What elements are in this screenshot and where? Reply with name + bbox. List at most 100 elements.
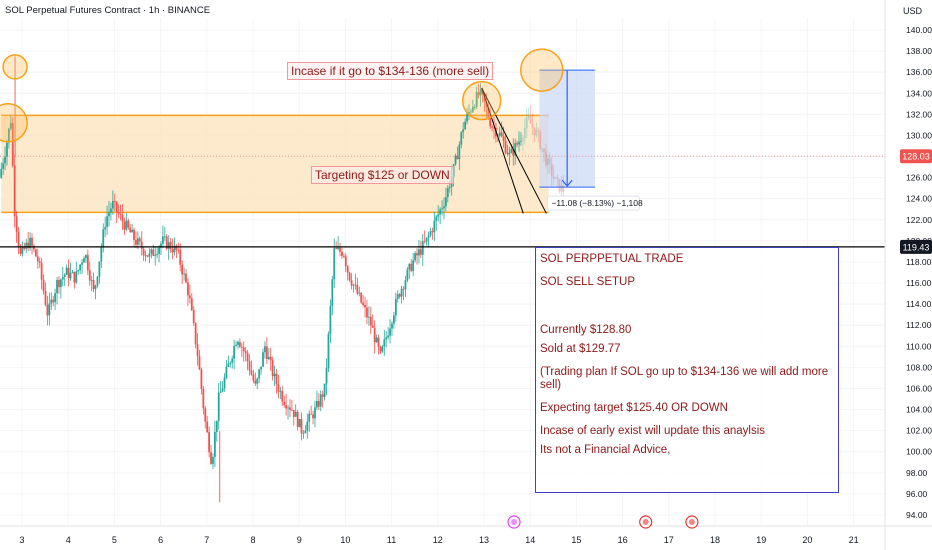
candle-body xyxy=(19,247,22,254)
candle-body xyxy=(350,280,353,286)
candle xyxy=(342,253,345,259)
candle-body xyxy=(283,401,286,406)
candle xyxy=(183,267,185,281)
candle-body xyxy=(59,279,62,288)
candle-body xyxy=(175,245,178,250)
candle-body xyxy=(302,433,305,434)
candle-body xyxy=(85,255,87,259)
candle xyxy=(56,276,58,305)
candle-body xyxy=(206,421,209,433)
support-price-tag-box[interactable] xyxy=(900,239,932,254)
price-tick-label: 102.00 xyxy=(906,426,932,436)
candle-body xyxy=(344,256,347,267)
candle-body xyxy=(516,143,519,145)
candle xyxy=(550,156,553,188)
candle xyxy=(521,135,524,151)
time-tick-label: 19 xyxy=(756,535,766,545)
candle-body xyxy=(113,200,116,202)
candle xyxy=(65,264,68,275)
candle-body xyxy=(196,344,199,357)
candle xyxy=(366,299,368,325)
support-price-tag[interactable]: 119.43 xyxy=(903,242,930,252)
candle xyxy=(416,248,418,265)
candle-body xyxy=(394,299,397,316)
candle xyxy=(31,233,33,255)
candle-body xyxy=(252,374,255,381)
candle xyxy=(444,187,447,212)
currency-label[interactable]: USD xyxy=(903,6,923,16)
candle xyxy=(520,132,522,146)
candle-body xyxy=(225,366,228,378)
candle xyxy=(500,121,503,138)
candle xyxy=(367,306,370,326)
candle xyxy=(160,240,162,255)
candle-body xyxy=(250,370,253,375)
candle-body xyxy=(535,130,538,136)
candle-body xyxy=(277,384,280,392)
note-line: Currently $128.80 xyxy=(540,324,632,336)
candle xyxy=(296,409,299,431)
candle-body xyxy=(300,419,303,434)
candle-body xyxy=(366,307,368,318)
candle-body xyxy=(429,231,432,236)
candle xyxy=(67,259,70,287)
candle-body xyxy=(227,363,230,367)
candle-body xyxy=(17,231,20,248)
candle-body xyxy=(36,256,39,262)
candle xyxy=(314,400,316,428)
wedge-line-2 xyxy=(481,87,547,214)
candle xyxy=(325,358,328,396)
candle-body xyxy=(348,272,351,281)
price-tick-label: 108.00 xyxy=(906,362,932,372)
time-axis[interactable]: 3 4 5 6 7 8 9 10 11 12 13 14 15 16 17 18 19 20 21 xyxy=(0,515,932,545)
candle-body xyxy=(34,249,37,257)
candle-body xyxy=(306,421,309,431)
candle-body xyxy=(246,352,249,362)
candle xyxy=(287,404,289,420)
candle-body xyxy=(123,221,126,230)
candle xyxy=(146,255,149,258)
candle-body xyxy=(11,122,14,166)
candle-body xyxy=(138,238,141,242)
candle-body xyxy=(269,356,272,361)
candle-body xyxy=(46,304,49,316)
current-price-tag[interactable]: 128.03 xyxy=(902,152,930,162)
candle-body xyxy=(433,220,436,233)
candle xyxy=(556,174,559,188)
candle-body xyxy=(514,143,517,156)
candle-body xyxy=(431,231,434,233)
candle-body xyxy=(512,149,515,156)
candle-body xyxy=(88,270,91,281)
price-tick-label: 124.00 xyxy=(906,194,932,204)
candle-body xyxy=(444,197,447,207)
candle xyxy=(171,238,174,260)
candle-body xyxy=(456,155,459,160)
candle xyxy=(475,86,478,109)
candle xyxy=(323,383,326,401)
price-tick-label: 132.00 xyxy=(906,109,932,119)
candle xyxy=(396,290,399,303)
candle xyxy=(443,197,445,220)
candle-body xyxy=(335,248,338,250)
candle xyxy=(44,282,47,307)
price-axis[interactable]: 94.00 96.00 98.00 100.00 102.00 104.00 106.00 1… xyxy=(884,0,932,550)
candle-body xyxy=(202,388,205,409)
candle-body xyxy=(265,346,268,360)
candle-body xyxy=(294,411,297,417)
candle xyxy=(404,275,407,297)
time-tick-label: 20 xyxy=(802,535,812,545)
candle xyxy=(129,223,132,233)
current-price-tag-box[interactable] xyxy=(900,149,932,164)
candle xyxy=(248,354,251,376)
candle xyxy=(150,248,153,259)
candle xyxy=(48,292,51,326)
time-tick-label: 9 xyxy=(297,535,302,545)
candle-body xyxy=(441,208,443,210)
candle-body xyxy=(504,140,507,153)
candle-body xyxy=(115,201,118,212)
candle xyxy=(96,275,99,288)
time-tick-label: 8 xyxy=(250,535,255,545)
candle xyxy=(306,413,309,439)
candle xyxy=(312,410,314,425)
